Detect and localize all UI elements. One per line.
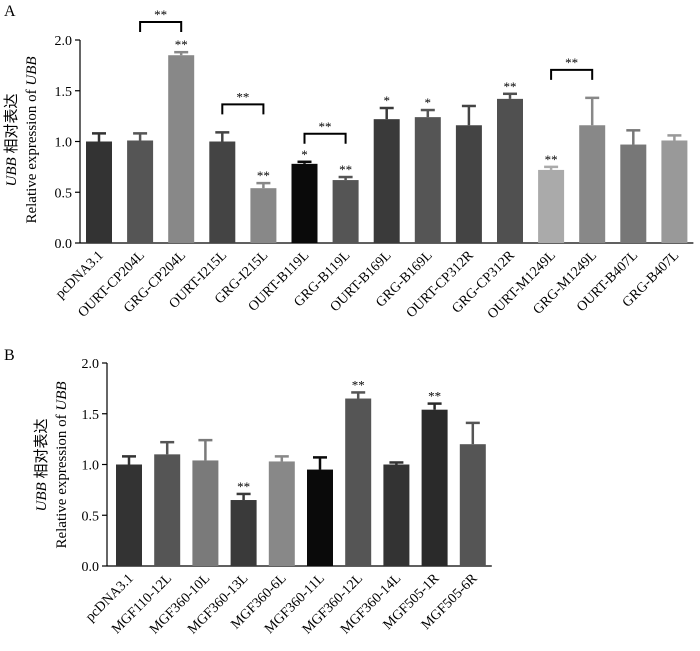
panel-a-ylabel-en: Relative expression of UBB: [24, 56, 40, 223]
panel-b-bar: [154, 454, 181, 566]
panel-a-bar: [661, 140, 688, 243]
panel-b-bar: [307, 469, 333, 566]
panel-b-significance-label: **: [352, 377, 365, 392]
panel-b-significance-label: **: [428, 389, 441, 404]
panel-a-significance-label: *: [383, 93, 390, 108]
panel-a-bar: [414, 117, 441, 243]
panel-a-y-tick-label: 0.5: [55, 186, 73, 201]
panel-b-y-tick-label: 2.0: [82, 357, 100, 372]
panel-b-label: B: [4, 347, 15, 364]
panel-b-bar: [421, 409, 448, 566]
panel-b-bar: [116, 464, 142, 566]
panel-a-bar: [579, 125, 606, 243]
panel-a-bar: [209, 141, 236, 243]
panel-b-ylabel-en-text: Relative expression of: [54, 411, 70, 549]
panel-a-significance-label: **: [545, 152, 558, 167]
panel-a-y-tick-label: 0.0: [55, 237, 73, 252]
panel-a-label: A: [4, 3, 16, 20]
panel-b-bar: [192, 460, 219, 566]
panel-b-ylabel-en-gene: UBB: [54, 381, 70, 410]
panel-b-bar: [230, 500, 257, 566]
panel-b-y-tick-label: 1.5: [82, 408, 100, 423]
panel-a-bar: [127, 140, 154, 243]
panel-a-comparison-label: **: [236, 89, 249, 104]
panel-b-bar: [459, 444, 486, 566]
panel-a-bar: [497, 98, 523, 244]
panel-a-bar: [373, 119, 400, 243]
panel-a-ylabel-cn-gene: UBB: [4, 157, 20, 186]
panel-a-significance-label: **: [175, 37, 188, 52]
panel-a: A UBB 相对表达 Relative expression of UBB 0.…: [3, 3, 694, 322]
panel-b-y-tick-label: 0.0: [82, 560, 100, 575]
panel-b-bar: [383, 464, 410, 566]
panel-a-ylabel-en-text: Relative expression of: [24, 86, 40, 224]
panel-a-comparison-bracket: [303, 132, 347, 144]
panel-a-significance-label: **: [504, 79, 517, 94]
panel-a-ylabel-en-gene: UBB: [24, 56, 40, 85]
panel-a-bar: [332, 180, 359, 243]
panel-a-comparison-bracket: [550, 68, 594, 80]
panel-a-bar: [168, 55, 195, 243]
panel-a-significance-label: *: [425, 95, 432, 110]
panel-a-ylabel-cn-text: 相对表达: [3, 94, 20, 158]
panel-a-bar: [620, 144, 647, 243]
panel-a-bars: pcDNA3.1OURT-CP204L**GRG-CP204LOURT-I215…: [53, 7, 688, 322]
panel-a-y-tick-label: 1.5: [55, 85, 73, 100]
panel-b-bar: [345, 398, 372, 566]
panel-a-y-tick-label: 1.0: [55, 136, 73, 151]
panel-a-significance-label: **: [339, 162, 352, 177]
panel-a-bar: [455, 125, 482, 243]
panel-b-significance-label: **: [237, 479, 250, 494]
panel-a-significance-label: *: [301, 147, 308, 162]
panel-a-bar: [86, 141, 112, 243]
panel-b-ylabel-en: Relative expression of UBB: [54, 381, 70, 548]
panel-a-comparison-label: **: [565, 55, 578, 70]
panel-a-significance-label: **: [257, 168, 270, 183]
panel-a-bar: [250, 188, 277, 243]
panel-b-ylabel-cn-gene: UBB: [34, 482, 50, 511]
panel-a-comparison-bracket: [221, 103, 265, 115]
panel-a-ylabel-cn: UBB 相对表达: [3, 94, 20, 187]
panel-a-comparison-bracket: [139, 21, 183, 32]
panel-b-ylabel-cn: UBB 相对表达: [33, 419, 50, 512]
panel-b-y-tick-label: 0.5: [82, 509, 100, 524]
panel-b: B UBB 相对表达 Relative expression of UBB 0.…: [4, 347, 492, 637]
panel-a-bar: [538, 169, 565, 243]
panel-a-y-tick-label: 2.0: [55, 34, 73, 49]
panel-b-y-tick-label: 1.0: [82, 459, 100, 474]
panel-b-ylabel-cn-text: 相对表达: [33, 419, 50, 483]
panel-b-bars: pcDNA3.1MGF110-12LMGF360-10L**MGF360-13L…: [83, 377, 486, 637]
panel-b-bar: [268, 461, 295, 566]
panel-a-bar: [291, 163, 318, 243]
panel-a-comparison-label: **: [154, 7, 167, 22]
panel-a-comparison-label: **: [319, 119, 332, 134]
